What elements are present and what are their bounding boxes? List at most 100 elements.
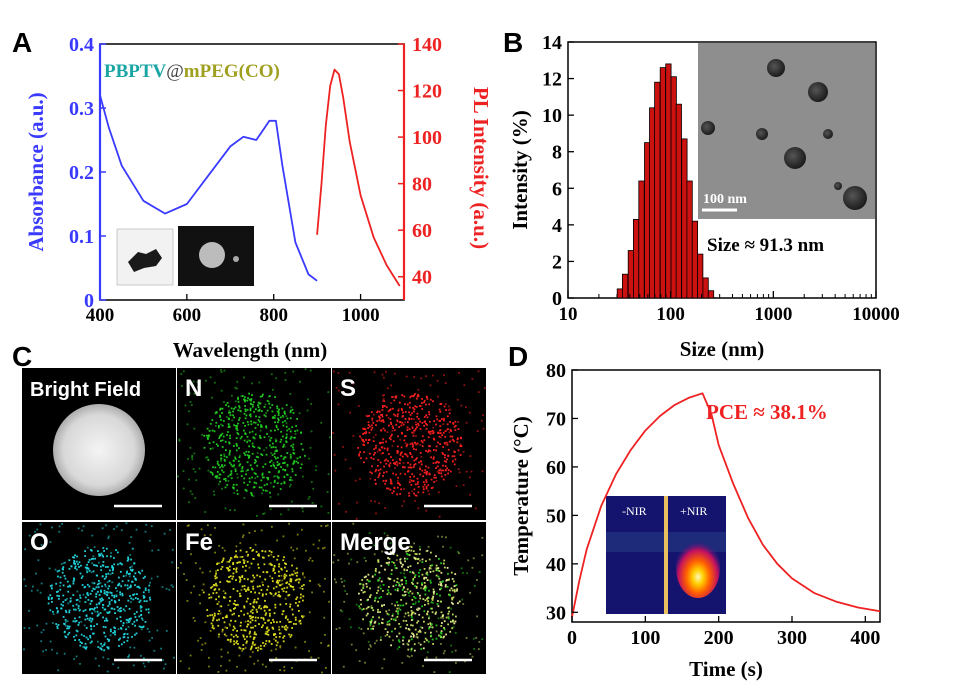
y2-tick-label: 80: [412, 174, 432, 196]
thermal-divider: [664, 496, 668, 614]
tile-background: [177, 368, 331, 520]
histogram-bar: [649, 107, 656, 299]
x-axis-ticks-b: 10 100 1000 10000: [559, 291, 900, 325]
plot-frame-d: [571, 369, 881, 623]
y-tick-label: 12: [542, 69, 562, 91]
element-label: Merge: [340, 529, 411, 556]
pce-annotation: PCE ≈ 38.1%: [706, 400, 828, 424]
y2-tick-label: 140: [412, 34, 442, 56]
fluorescent-speck: [233, 256, 239, 262]
element-signal: [332, 522, 484, 673]
y-tick-label: 0: [84, 290, 94, 312]
x-tick-label: 300: [777, 627, 807, 649]
histogram-bar: [633, 218, 640, 299]
eds-mapping-grid: Bright Field N S O Fe Merge: [22, 368, 486, 674]
y2-tick-label: 100: [412, 127, 442, 149]
x-tick-label: 100: [630, 627, 660, 649]
x-axis-label-d: Time (s): [689, 657, 763, 681]
y-tick-label: 40: [546, 554, 566, 576]
y-tick-label: 2: [552, 251, 562, 273]
x-tick-label: 400: [850, 627, 880, 649]
nanoparticle: [756, 128, 768, 140]
histogram-bar: [670, 76, 677, 299]
x-tick-label: 100: [656, 304, 685, 325]
y-tick-label: 0.3: [69, 98, 94, 120]
element-signal: [177, 368, 331, 517]
panel-d: D -NIR +NIR PCE ≈ 38.1% 0 100 200 300 400 30…: [508, 341, 881, 681]
y-axis-ticks-d: 30 40 50 60 70 80: [546, 360, 578, 624]
y-tick-label: 6: [552, 178, 562, 200]
x-tick-label: 200: [704, 627, 734, 649]
fluorescent-spot: [199, 242, 225, 268]
histogram-bar: [622, 273, 629, 299]
histogram-bar: [686, 180, 693, 299]
x-tick-label: 600: [173, 305, 202, 326]
x-axis-ticks-a: 400 600 800 1000: [86, 294, 380, 326]
histogram-bar: [659, 67, 667, 299]
element-label: Bright Field: [30, 379, 141, 401]
y-tick-label: 8: [552, 142, 562, 164]
panel-letter-c: C: [12, 341, 32, 372]
histogram-bar: [675, 103, 682, 299]
plot-frame-b: [567, 41, 877, 299]
x-axis-label-a: Wavelength (nm): [173, 338, 328, 362]
panel-letter-d: D: [508, 341, 528, 372]
thermal-inset: -NIR +NIR: [606, 496, 726, 614]
bright-field-particle: [53, 404, 145, 496]
panel-b: B 100 nm Size ≈ 91.3 nm 10 100 1000 10000 0…: [503, 27, 900, 361]
histogram-bar: [665, 63, 672, 299]
nanoparticle: [808, 82, 828, 102]
element-signal: [23, 522, 175, 673]
y2-tick-label: 120: [412, 81, 442, 103]
y-tick-label: 80: [546, 360, 566, 382]
thermal-on-label: +NIR: [680, 504, 707, 518]
powder-dark: [128, 249, 162, 272]
y2-axis-ticks-a: 40 60 80 100 120 140: [398, 34, 442, 300]
panel-letter-a: A: [12, 27, 32, 58]
x-tick-label: 10000: [852, 304, 900, 325]
nanoparticle: [701, 121, 715, 135]
panel-letter-b: B: [503, 27, 523, 58]
eds-tile: Bright Field: [22, 368, 176, 520]
pl-intensity-line: [316, 68, 401, 287]
y-tick-label: 30: [546, 602, 566, 624]
histogram-bar: [654, 81, 661, 299]
tile-background: [332, 522, 486, 674]
y-tick-label: 60: [546, 457, 566, 479]
eds-tile: Fe: [177, 522, 331, 674]
tile-background: [177, 522, 331, 674]
histogram-bar: [697, 253, 704, 299]
photo-inset-a: [116, 226, 254, 286]
x-axis-ticks-d: 0 100 200 300 400: [567, 616, 880, 649]
y-axis-label-a: Absorbance (a.u.): [24, 92, 48, 251]
tem-image: 100 nm: [698, 43, 875, 219]
tem-background: [698, 43, 875, 219]
nanoparticle: [834, 182, 842, 190]
histogram-bar: [707, 290, 715, 299]
y2-tick-label: 40: [412, 267, 432, 289]
y-axis-label-b: Intensity (%): [508, 110, 532, 230]
size-annotation: Size ≈ 91.3 nm: [707, 235, 824, 256]
y-tick-label: 10: [542, 105, 562, 127]
histogram-bar: [627, 250, 635, 299]
histogram-bar: [616, 288, 624, 299]
element-signal: [332, 370, 486, 520]
nanoparticle: [823, 129, 833, 139]
y-axis-label-d: Temperature (°C): [509, 416, 533, 575]
element-label: S: [340, 375, 356, 402]
element-label: Fe: [185, 529, 213, 556]
y-tick-label: 14: [542, 32, 562, 54]
y-tick-label: 0.2: [69, 162, 94, 184]
sample-label: PBPTV@mPEG(CO): [104, 61, 280, 82]
histogram-bars-b: [616, 63, 715, 299]
y-tick-label: 0.4: [69, 34, 94, 56]
y-axis-ticks-b: 0 2 4 6 8 10 12 14: [542, 32, 574, 310]
y-tick-label: 70: [546, 408, 566, 430]
panel-a: A PBPTV@mPEG(CO) 400 600 800 1000 0 0.1 0.2 0.…: [12, 27, 493, 362]
absorbance-line: [99, 94, 318, 282]
histogram-bar: [702, 277, 709, 299]
element-label: N: [185, 375, 202, 402]
x-tick-label: 800: [259, 305, 288, 326]
nanoparticle: [843, 186, 867, 210]
